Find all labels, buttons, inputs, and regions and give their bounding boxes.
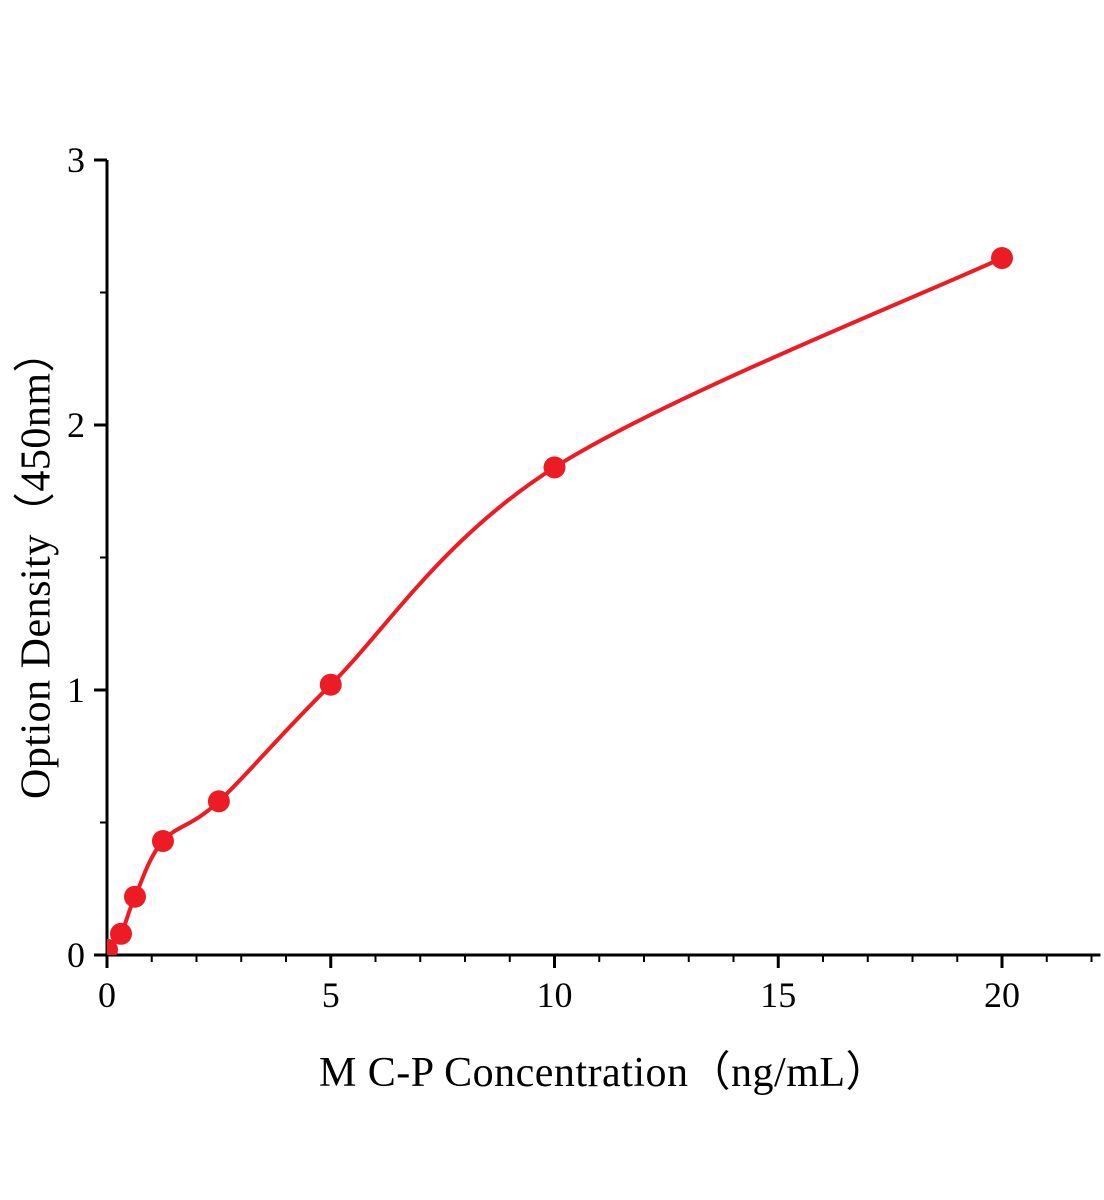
data-point [123,885,146,908]
y-tick-label: 0 [67,935,85,975]
fit-curve [107,256,1003,952]
x-axis-title: M C-P Concentration（ng/mL） [318,1050,889,1096]
y-tick-label: 3 [67,140,85,180]
data-point [991,247,1013,270]
data-point [110,922,133,945]
data-point [151,830,174,853]
x-tick-label: 10 [537,975,573,1015]
y-tick-label: 1 [67,670,85,710]
data-point [319,673,342,696]
x-tick-label: 20 [984,975,1020,1015]
x-tick-label: 15 [760,975,796,1015]
x-tick-label: 5 [322,975,340,1015]
data-point [543,456,566,479]
y-tick-label: 2 [67,405,85,445]
data-point [207,790,230,813]
x-tick-label: 0 [98,975,116,1015]
y-axis-title: Option Density（450nm） [13,330,60,799]
